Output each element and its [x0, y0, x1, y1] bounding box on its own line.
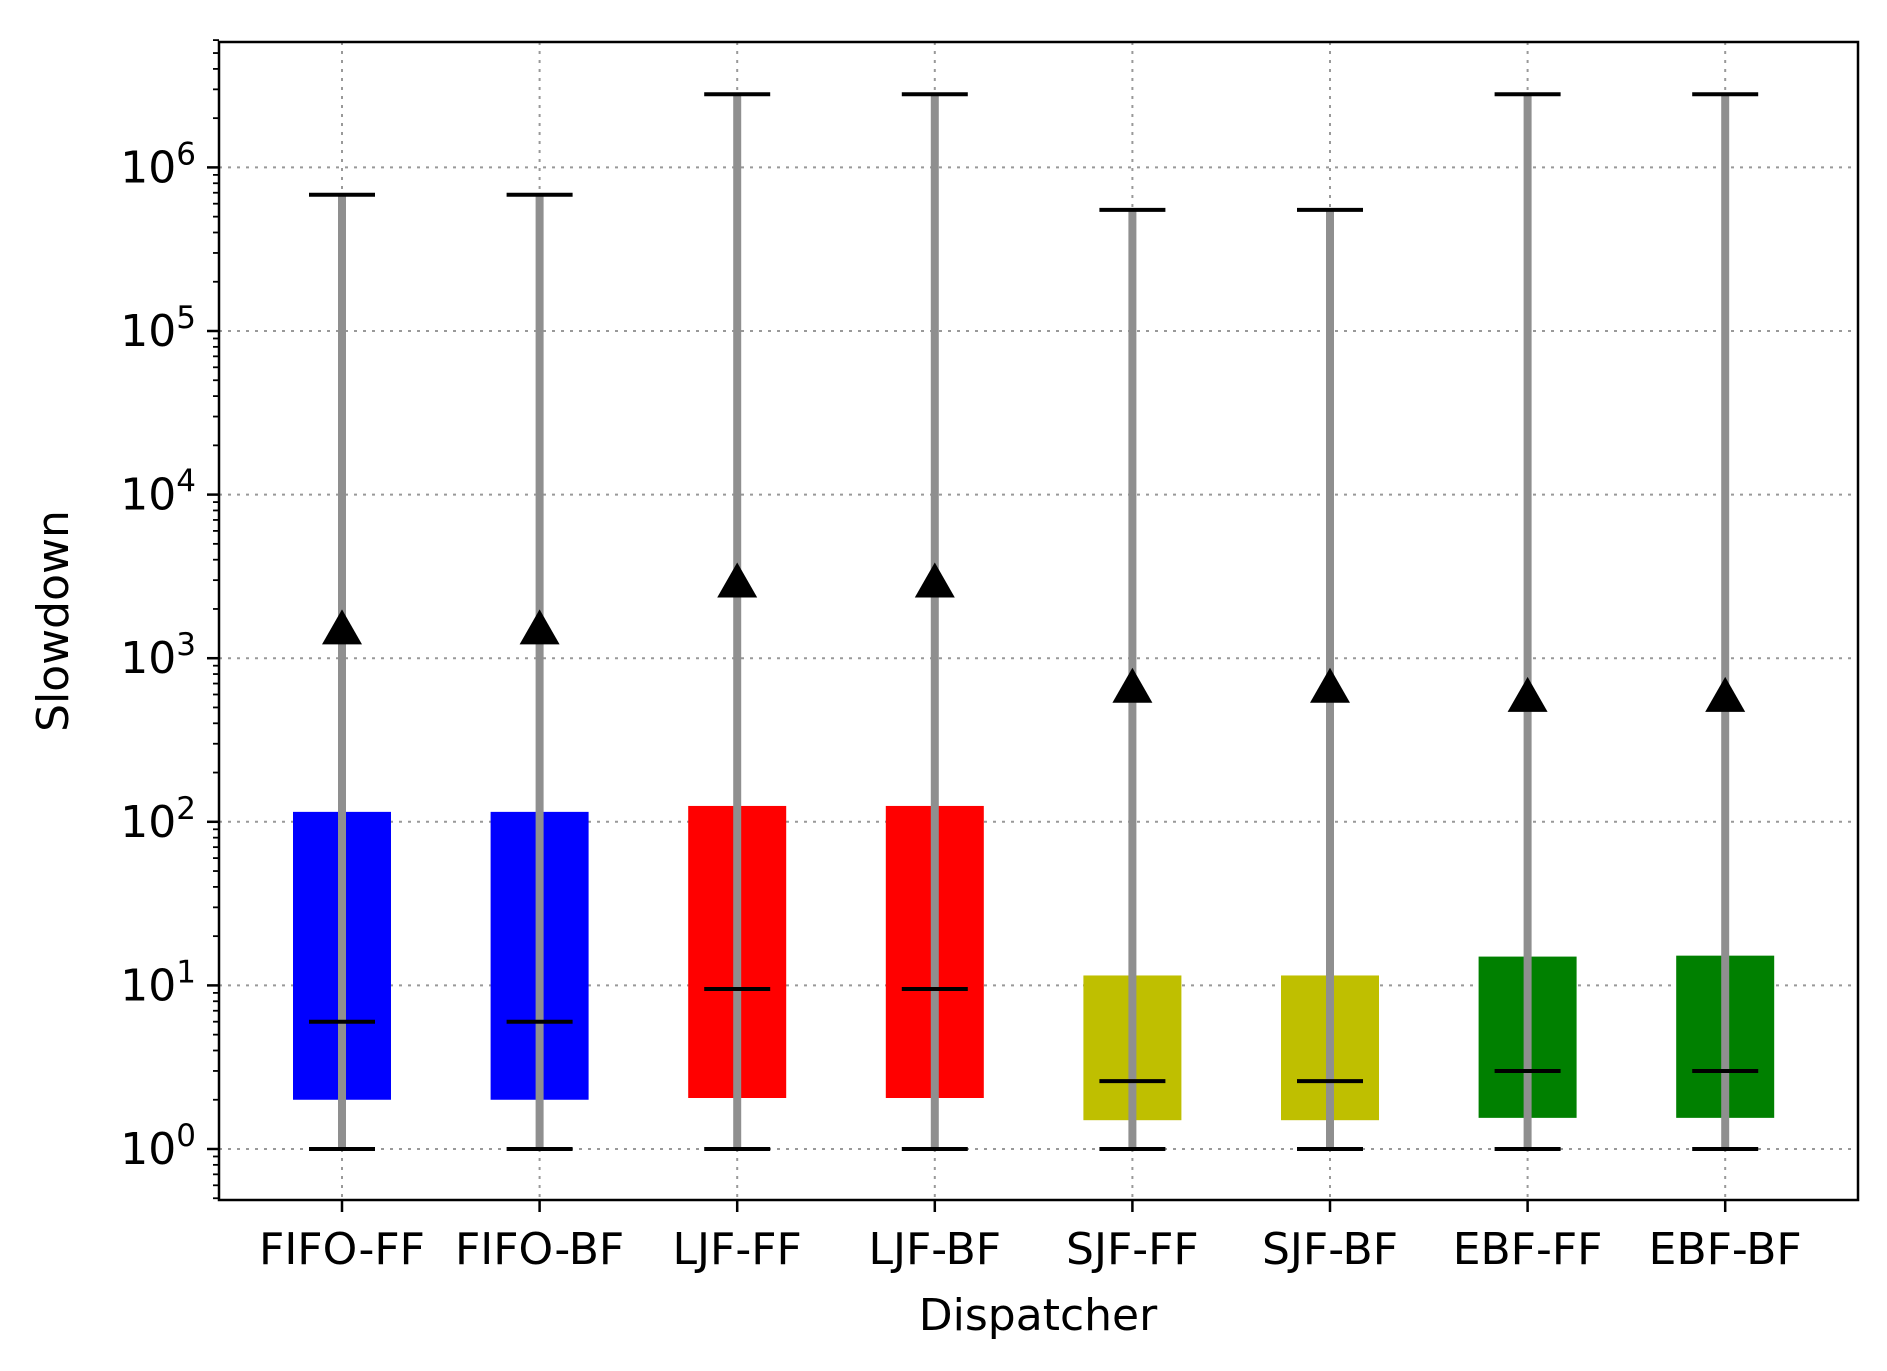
y-tick-label: 103 — [120, 627, 196, 684]
x-tick-label: SJF-BF — [1262, 1224, 1398, 1275]
y-axis-label: Slowdown — [28, 510, 79, 732]
x-tick-label: FIFO-FF — [259, 1224, 425, 1275]
mean-marker-ebf-bf — [1705, 676, 1746, 712]
x-tick-label: LJF-FF — [673, 1224, 802, 1275]
x-axis-label: Dispatcher — [919, 1290, 1158, 1341]
x-tick-label: FIFO-BF — [455, 1224, 624, 1275]
mean-marker-fifo-ff — [322, 609, 362, 645]
y-tick-label: 105 — [120, 300, 196, 357]
plot-frame — [217, 40, 1860, 1202]
axis-layer: 100 101 102 103 104 105 106 FIFO-FF FIFO-BF LJF-F… — [120, 39, 1802, 1275]
x-tick-label: EBF-FF — [1453, 1224, 1603, 1275]
grid-layer — [219, 42, 1858, 1200]
x-tick-label: SJF-FF — [1066, 1224, 1199, 1275]
y-tick-label: 106 — [120, 136, 196, 193]
y-tick-label: 100 — [120, 1118, 196, 1175]
mean-marker-ljf-bf — [914, 562, 955, 598]
y-tick-label: 102 — [120, 791, 196, 848]
mean-marker-fifo-bf — [519, 609, 560, 645]
x-tick-label: LJF-BF — [868, 1224, 1001, 1275]
x-tick-label: EBF-BF — [1649, 1224, 1802, 1275]
whisker-layer — [309, 92, 1759, 1151]
box-layer — [293, 805, 1775, 1121]
y-tick-label: 101 — [120, 954, 196, 1011]
mean-marker-ebf-ff — [1507, 676, 1548, 712]
mean-marker-ljf-ff — [717, 562, 758, 598]
y-tick-label: 104 — [120, 464, 196, 521]
mean-marker-sjf-bf — [1310, 667, 1350, 703]
mean-marker-sjf-ff — [1112, 667, 1153, 703]
